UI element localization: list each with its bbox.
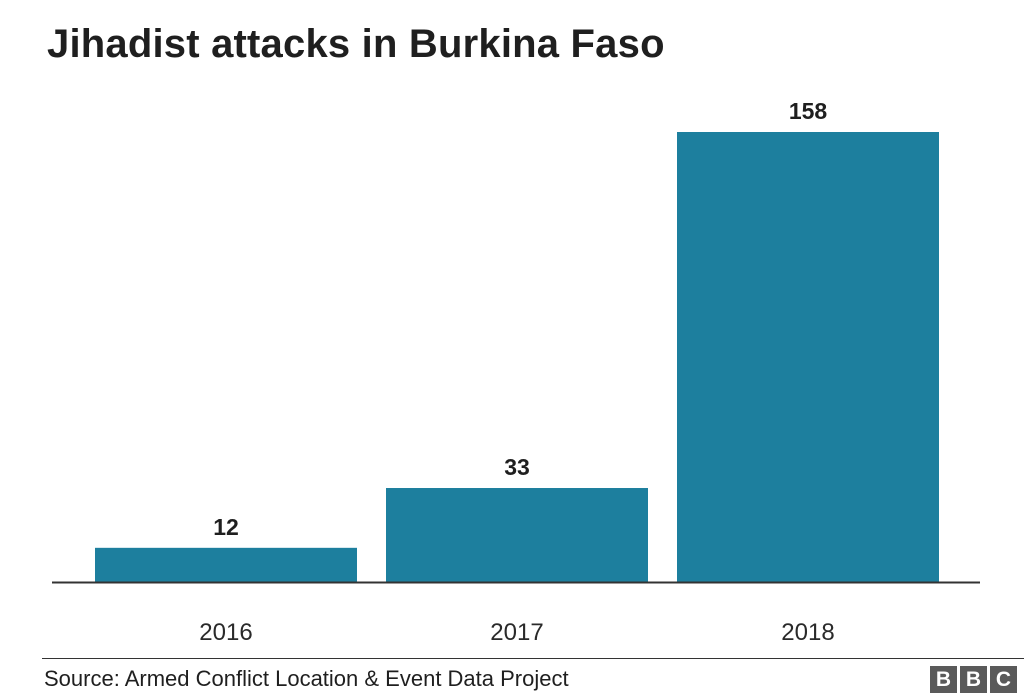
data-label-2016: 12: [213, 514, 239, 540]
source-note: Source: Armed Conflict Location & Event …: [44, 666, 569, 691]
bbc-logo-letter-2: B: [960, 666, 987, 693]
bbc-logo-letter-3: C: [990, 666, 1017, 693]
footer-divider: [42, 658, 1024, 659]
bbc-logo-letter-1: B: [930, 666, 957, 693]
data-label-2018: 158: [789, 98, 828, 124]
x-tick-label-2018: 2018: [781, 619, 834, 646]
x-tick-label-2017: 2017: [490, 619, 543, 646]
bbc-logo: B B C: [930, 666, 1017, 693]
chart-title: Jihadist attacks in Burkina Faso: [47, 22, 665, 66]
data-label-2017: 33: [504, 454, 530, 480]
bar-2016: [95, 547, 357, 582]
x-tick-label-2016: 2016: [199, 619, 252, 646]
bar-2017: [386, 488, 648, 582]
bar-2018: [677, 132, 939, 582]
